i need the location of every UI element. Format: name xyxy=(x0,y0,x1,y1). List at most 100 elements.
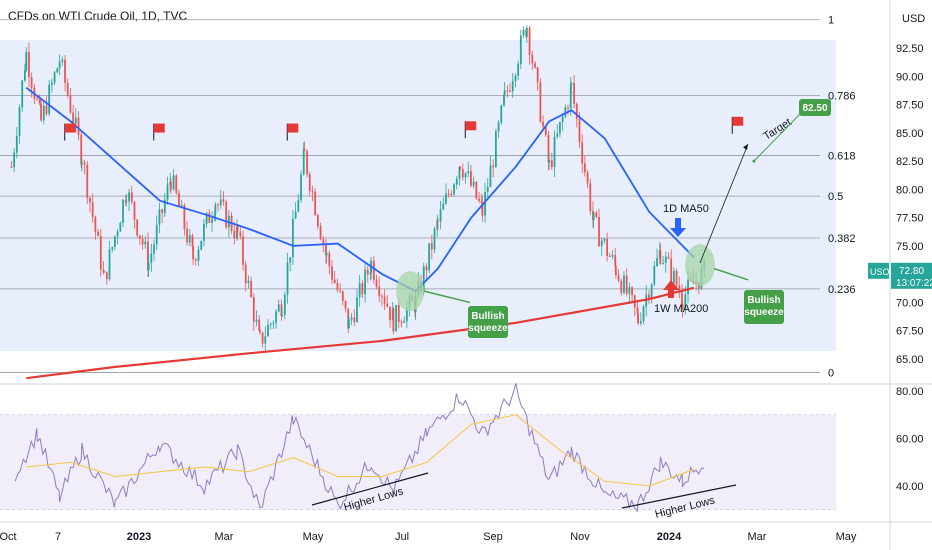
time-tick-label: 7 xyxy=(55,531,61,543)
candle-body xyxy=(461,169,464,178)
candle-body xyxy=(528,27,531,55)
candle-body xyxy=(400,322,403,324)
candle-body xyxy=(575,103,578,119)
candle-body xyxy=(40,103,42,121)
candle-body xyxy=(124,199,127,202)
candle-body xyxy=(475,181,478,199)
target-value-text: 82.50 xyxy=(802,103,827,114)
candle-body xyxy=(405,307,408,322)
candle-body xyxy=(548,160,551,163)
candle-body xyxy=(99,236,102,270)
candle-body xyxy=(74,117,77,124)
candle-body xyxy=(356,297,358,323)
ma200-label: 1W MA200 xyxy=(654,303,708,315)
candle-body xyxy=(213,214,216,219)
candle-body xyxy=(570,82,573,85)
candle-body xyxy=(514,75,517,82)
price-tick-label: 70.00 xyxy=(896,297,924,309)
candle-body xyxy=(275,311,277,323)
candle-body xyxy=(178,192,180,207)
candle-body xyxy=(478,198,480,201)
candle-body xyxy=(325,252,328,256)
candle-body xyxy=(97,231,99,237)
candle-body xyxy=(280,304,283,317)
target-arrowhead-icon xyxy=(743,144,748,151)
candle-body xyxy=(464,173,467,178)
price-tick-label: 65.00 xyxy=(896,354,924,366)
candle-body xyxy=(217,204,219,206)
candle-body xyxy=(281,314,284,317)
candle-body xyxy=(155,224,158,245)
candle-body xyxy=(188,235,191,243)
price-tick-label: 90.00 xyxy=(896,71,924,83)
candle-body xyxy=(489,165,492,188)
candle-body xyxy=(66,82,69,96)
flag-icon xyxy=(153,123,165,133)
bullish-squeeze-1-text: Bullish xyxy=(471,311,504,322)
candle-body xyxy=(214,204,217,215)
candle-body xyxy=(606,238,609,256)
bullish-squeeze-2-text: squeeze xyxy=(744,307,784,318)
candle-body xyxy=(225,201,228,228)
candle-body xyxy=(589,183,592,212)
candle-body xyxy=(653,266,656,285)
candle-body xyxy=(403,321,406,323)
time-tick-label: 2023 xyxy=(127,531,151,543)
candle-body xyxy=(442,203,445,210)
bullish-squeeze-2-box xyxy=(744,290,784,324)
candle-body xyxy=(631,287,633,296)
rsi-ma-line xyxy=(26,414,694,487)
candle-body xyxy=(125,201,128,203)
candle-body xyxy=(603,238,606,241)
candle-body xyxy=(58,61,61,69)
candle-body xyxy=(36,98,38,100)
rsi-tick-label: 80.00 xyxy=(896,386,924,398)
candle-body xyxy=(470,171,472,186)
candle-body xyxy=(614,266,617,276)
candle-body xyxy=(219,199,222,205)
candle-body xyxy=(672,270,675,284)
candle-body xyxy=(236,226,239,233)
candle-body xyxy=(42,105,45,121)
candle-body xyxy=(600,240,603,247)
candle-body xyxy=(319,226,322,240)
candle-body xyxy=(494,131,497,168)
fib-label-0.5: 0.5 xyxy=(828,191,843,203)
candle-body xyxy=(311,191,314,193)
candle-body xyxy=(13,152,16,167)
flag-icon xyxy=(64,123,76,133)
flag-icon xyxy=(732,116,744,126)
candle-body xyxy=(347,319,350,329)
candle-body xyxy=(30,77,33,88)
candle-body xyxy=(650,284,653,299)
candle-body xyxy=(15,136,18,153)
candle-body xyxy=(506,90,509,92)
candle-body xyxy=(611,255,614,257)
candle-body xyxy=(277,304,280,312)
candle-body xyxy=(684,294,687,309)
time-tick-label: Nov xyxy=(570,531,590,543)
candle-body xyxy=(211,218,213,223)
candle-body xyxy=(436,220,439,229)
time-tick-label: Mar xyxy=(215,531,234,543)
candle-body xyxy=(472,181,475,186)
candle-body xyxy=(114,236,116,248)
target-projection-line xyxy=(699,143,749,264)
candle-body xyxy=(45,105,48,114)
candle-body xyxy=(147,241,149,271)
candle-body xyxy=(316,215,319,227)
candle-body xyxy=(564,107,567,117)
candle-body xyxy=(105,271,108,280)
candle-body xyxy=(306,150,308,175)
price-tick-label: 92.50 xyxy=(896,43,924,55)
candle-body xyxy=(492,165,495,168)
time-tick-label: Jul xyxy=(395,531,409,543)
symbol-badge-text: USOIL xyxy=(870,267,897,277)
candle-body xyxy=(21,80,24,108)
candle-body xyxy=(559,121,561,134)
target-value-box xyxy=(799,99,831,116)
candle-body xyxy=(425,266,428,271)
price-badge xyxy=(891,262,932,289)
candle-body xyxy=(292,218,294,258)
